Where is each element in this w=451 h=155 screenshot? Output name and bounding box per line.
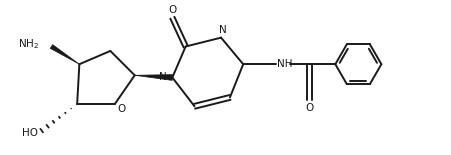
- Polygon shape: [135, 75, 173, 80]
- Text: O: O: [117, 104, 125, 114]
- Text: O: O: [305, 103, 314, 113]
- Text: NH$_2$: NH$_2$: [18, 37, 39, 51]
- Text: O: O: [168, 5, 176, 15]
- Text: HO: HO: [22, 128, 38, 138]
- Polygon shape: [50, 45, 79, 64]
- Text: N: N: [159, 73, 166, 82]
- Text: NH: NH: [276, 59, 292, 69]
- Text: N: N: [219, 25, 227, 35]
